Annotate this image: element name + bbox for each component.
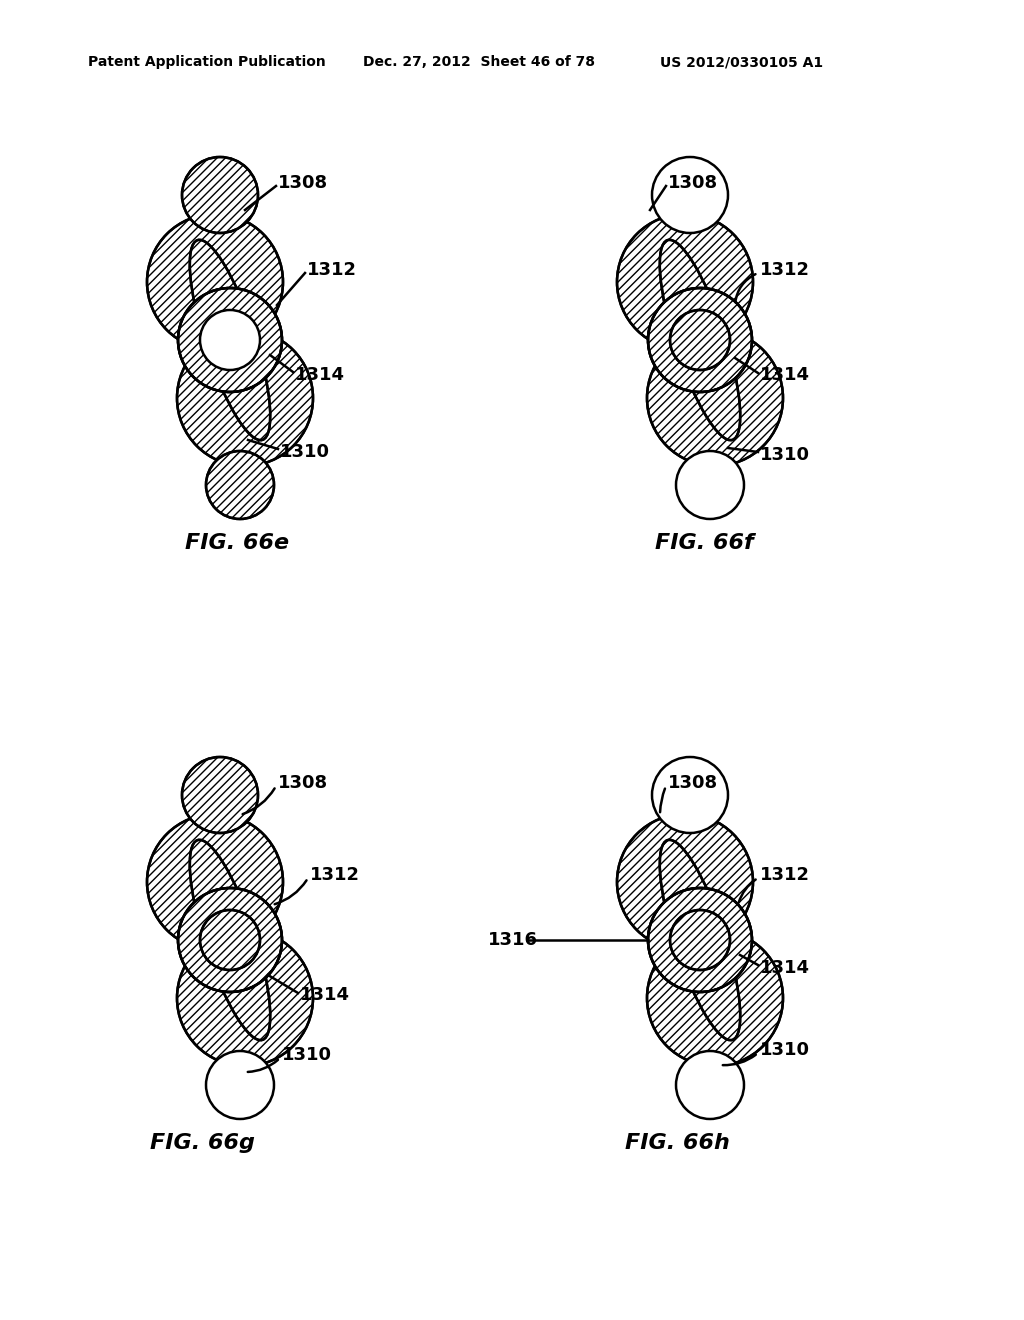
Text: US 2012/0330105 A1: US 2012/0330105 A1 — [660, 55, 823, 69]
Circle shape — [206, 1051, 274, 1119]
Ellipse shape — [659, 240, 740, 440]
Text: 1310: 1310 — [280, 444, 330, 461]
Circle shape — [177, 330, 313, 466]
Circle shape — [178, 288, 282, 392]
Circle shape — [177, 931, 313, 1067]
Circle shape — [647, 931, 783, 1067]
Circle shape — [182, 157, 258, 234]
Text: 1314: 1314 — [300, 986, 350, 1005]
Text: 1308: 1308 — [278, 174, 328, 191]
Ellipse shape — [189, 240, 270, 440]
Text: 1312: 1312 — [760, 866, 810, 884]
Text: 1308: 1308 — [668, 174, 718, 191]
Text: Patent Application Publication: Patent Application Publication — [88, 55, 326, 69]
Text: 1310: 1310 — [282, 1045, 332, 1064]
Circle shape — [206, 451, 274, 519]
Text: 1308: 1308 — [668, 774, 718, 792]
Text: FIG. 66f: FIG. 66f — [655, 533, 754, 553]
Circle shape — [652, 756, 728, 833]
Text: 1314: 1314 — [760, 366, 810, 384]
Circle shape — [200, 909, 260, 970]
Circle shape — [670, 909, 730, 970]
Circle shape — [652, 157, 728, 234]
Text: 1312: 1312 — [760, 261, 810, 279]
Circle shape — [676, 1051, 744, 1119]
Text: FIG. 66h: FIG. 66h — [625, 1133, 730, 1152]
Circle shape — [676, 451, 744, 519]
Ellipse shape — [189, 840, 270, 1040]
Text: 1314: 1314 — [295, 366, 345, 384]
Circle shape — [670, 310, 730, 370]
Text: FIG. 66e: FIG. 66e — [185, 533, 289, 553]
Text: Dec. 27, 2012  Sheet 46 of 78: Dec. 27, 2012 Sheet 46 of 78 — [362, 55, 595, 69]
Circle shape — [178, 888, 282, 993]
Text: 1316: 1316 — [488, 931, 538, 949]
Text: 1310: 1310 — [760, 1041, 810, 1059]
Ellipse shape — [659, 840, 740, 1040]
Circle shape — [617, 814, 753, 950]
Text: 1310: 1310 — [760, 446, 810, 465]
Text: FIG. 66g: FIG. 66g — [150, 1133, 255, 1152]
Text: 1312: 1312 — [310, 866, 360, 884]
Circle shape — [648, 288, 752, 392]
Text: 1312: 1312 — [307, 261, 357, 279]
Circle shape — [647, 330, 783, 466]
Circle shape — [617, 214, 753, 350]
Circle shape — [648, 888, 752, 993]
Circle shape — [182, 756, 258, 833]
Circle shape — [147, 814, 283, 950]
Circle shape — [200, 310, 260, 370]
Text: 1308: 1308 — [278, 774, 328, 792]
Text: 1314: 1314 — [760, 960, 810, 977]
Circle shape — [147, 214, 283, 350]
